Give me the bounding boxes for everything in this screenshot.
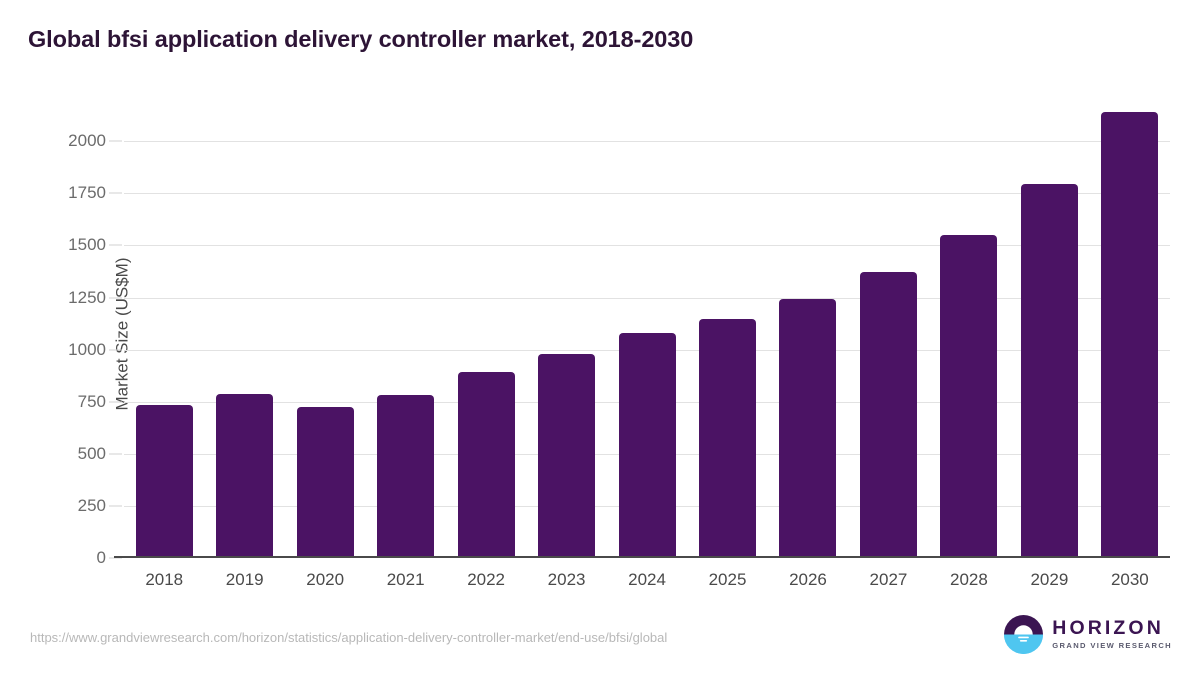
y-tick-mark xyxy=(109,192,122,194)
x-axis-tick-label: 2027 xyxy=(869,570,908,589)
x-axis-tick-label: 2021 xyxy=(386,570,425,589)
x-axis-tick-label: 2025 xyxy=(708,570,747,589)
bar[interactable] xyxy=(940,234,998,558)
y-tick-mark xyxy=(109,349,122,351)
bar-group: 2026 xyxy=(768,110,848,589)
gridline xyxy=(124,297,1170,299)
y-axis-tick-label: 2000 xyxy=(68,131,106,151)
horizon-logo-icon xyxy=(1004,615,1044,654)
x-axis-tick-label: 2028 xyxy=(950,570,988,589)
bar[interactable] xyxy=(1020,183,1078,558)
bar-group: 2019 xyxy=(204,110,284,589)
bar-group: 2027 xyxy=(848,110,928,589)
plot-area: Market Size (US$M) 0 250 500 750 1000 1250 150… xyxy=(68,110,1170,589)
bar[interactable] xyxy=(135,405,193,558)
gridline xyxy=(124,193,1170,195)
bar-group: 2021 xyxy=(365,110,445,589)
logo-wordmark: HORIZON GRAND VIEW RESEARCH xyxy=(1052,619,1172,649)
gridline xyxy=(124,141,1170,143)
bar[interactable] xyxy=(1101,111,1159,558)
bar-group: 2030 xyxy=(1090,110,1170,589)
bar[interactable] xyxy=(296,406,354,558)
bar[interactable] xyxy=(216,394,274,558)
logo-title: HORIZON xyxy=(1052,617,1164,640)
y-axis-tick-label: 1250 xyxy=(68,287,106,307)
source-url[interactable]: https://www.grandviewresearch.com/horizo… xyxy=(30,630,668,645)
x-axis-tick-label: 2029 xyxy=(1030,570,1069,589)
x-axis-tick-label: 2022 xyxy=(467,570,506,589)
bar[interactable] xyxy=(618,332,676,558)
y-tick-mark xyxy=(109,505,122,507)
horizon-logo[interactable]: HORIZON GRAND VIEW RESEARCH xyxy=(1004,615,1172,654)
y-tick-mark xyxy=(109,244,122,246)
bar-series: 2018 2019 2020 2021 2022 2023 2024 2025 2026 2027… xyxy=(124,110,1170,589)
logo-subtitle: GRAND VIEW RESEARCH xyxy=(1052,640,1172,650)
bar[interactable] xyxy=(457,371,515,558)
bar[interactable] xyxy=(779,299,837,558)
bar[interactable] xyxy=(699,318,757,558)
x-axis-tick-label: 2018 xyxy=(145,570,184,589)
bar[interactable] xyxy=(859,272,917,558)
x-axis-line xyxy=(114,556,1170,558)
y-axis-tick-label: 1000 xyxy=(68,339,106,359)
bar[interactable] xyxy=(538,353,596,558)
bar-group: 2020 xyxy=(285,110,365,589)
y-tick-mark xyxy=(109,453,122,455)
y-axis-tick-label: 1500 xyxy=(68,235,106,255)
bar-group: 2023 xyxy=(526,110,606,589)
bar-group: 2028 xyxy=(929,110,1009,589)
x-axis-tick-label: 2019 xyxy=(225,570,264,589)
bar[interactable] xyxy=(377,395,435,558)
y-tick-mark xyxy=(109,140,122,142)
x-axis-tick-label: 2030 xyxy=(1110,570,1149,589)
x-axis-tick-label: 2020 xyxy=(306,570,345,589)
bar-group: 2025 xyxy=(687,110,767,589)
y-tick-mark xyxy=(109,401,122,403)
x-axis-tick-label: 2023 xyxy=(547,570,586,589)
y-axis-tick-label: 0 xyxy=(96,548,106,567)
x-axis-tick-label: 2026 xyxy=(789,570,827,589)
bar-group: 2018 xyxy=(124,110,204,589)
bar-group: 2024 xyxy=(607,110,687,589)
page-title: Global bfsi application delivery control… xyxy=(28,26,694,52)
y-axis-tick-label: 750 xyxy=(77,391,106,411)
y-tick-mark xyxy=(109,297,122,299)
y-axis-tick-label: 500 xyxy=(77,443,106,463)
y-tick-mark xyxy=(109,557,122,559)
bar-group: 2029 xyxy=(1009,110,1089,589)
bar-group: 2022 xyxy=(446,110,526,589)
y-axis-tick-label: 1750 xyxy=(68,183,106,203)
gridline xyxy=(124,245,1170,247)
x-axis-tick-label: 2024 xyxy=(628,570,666,589)
y-axis-tick-label: 250 xyxy=(77,495,106,515)
